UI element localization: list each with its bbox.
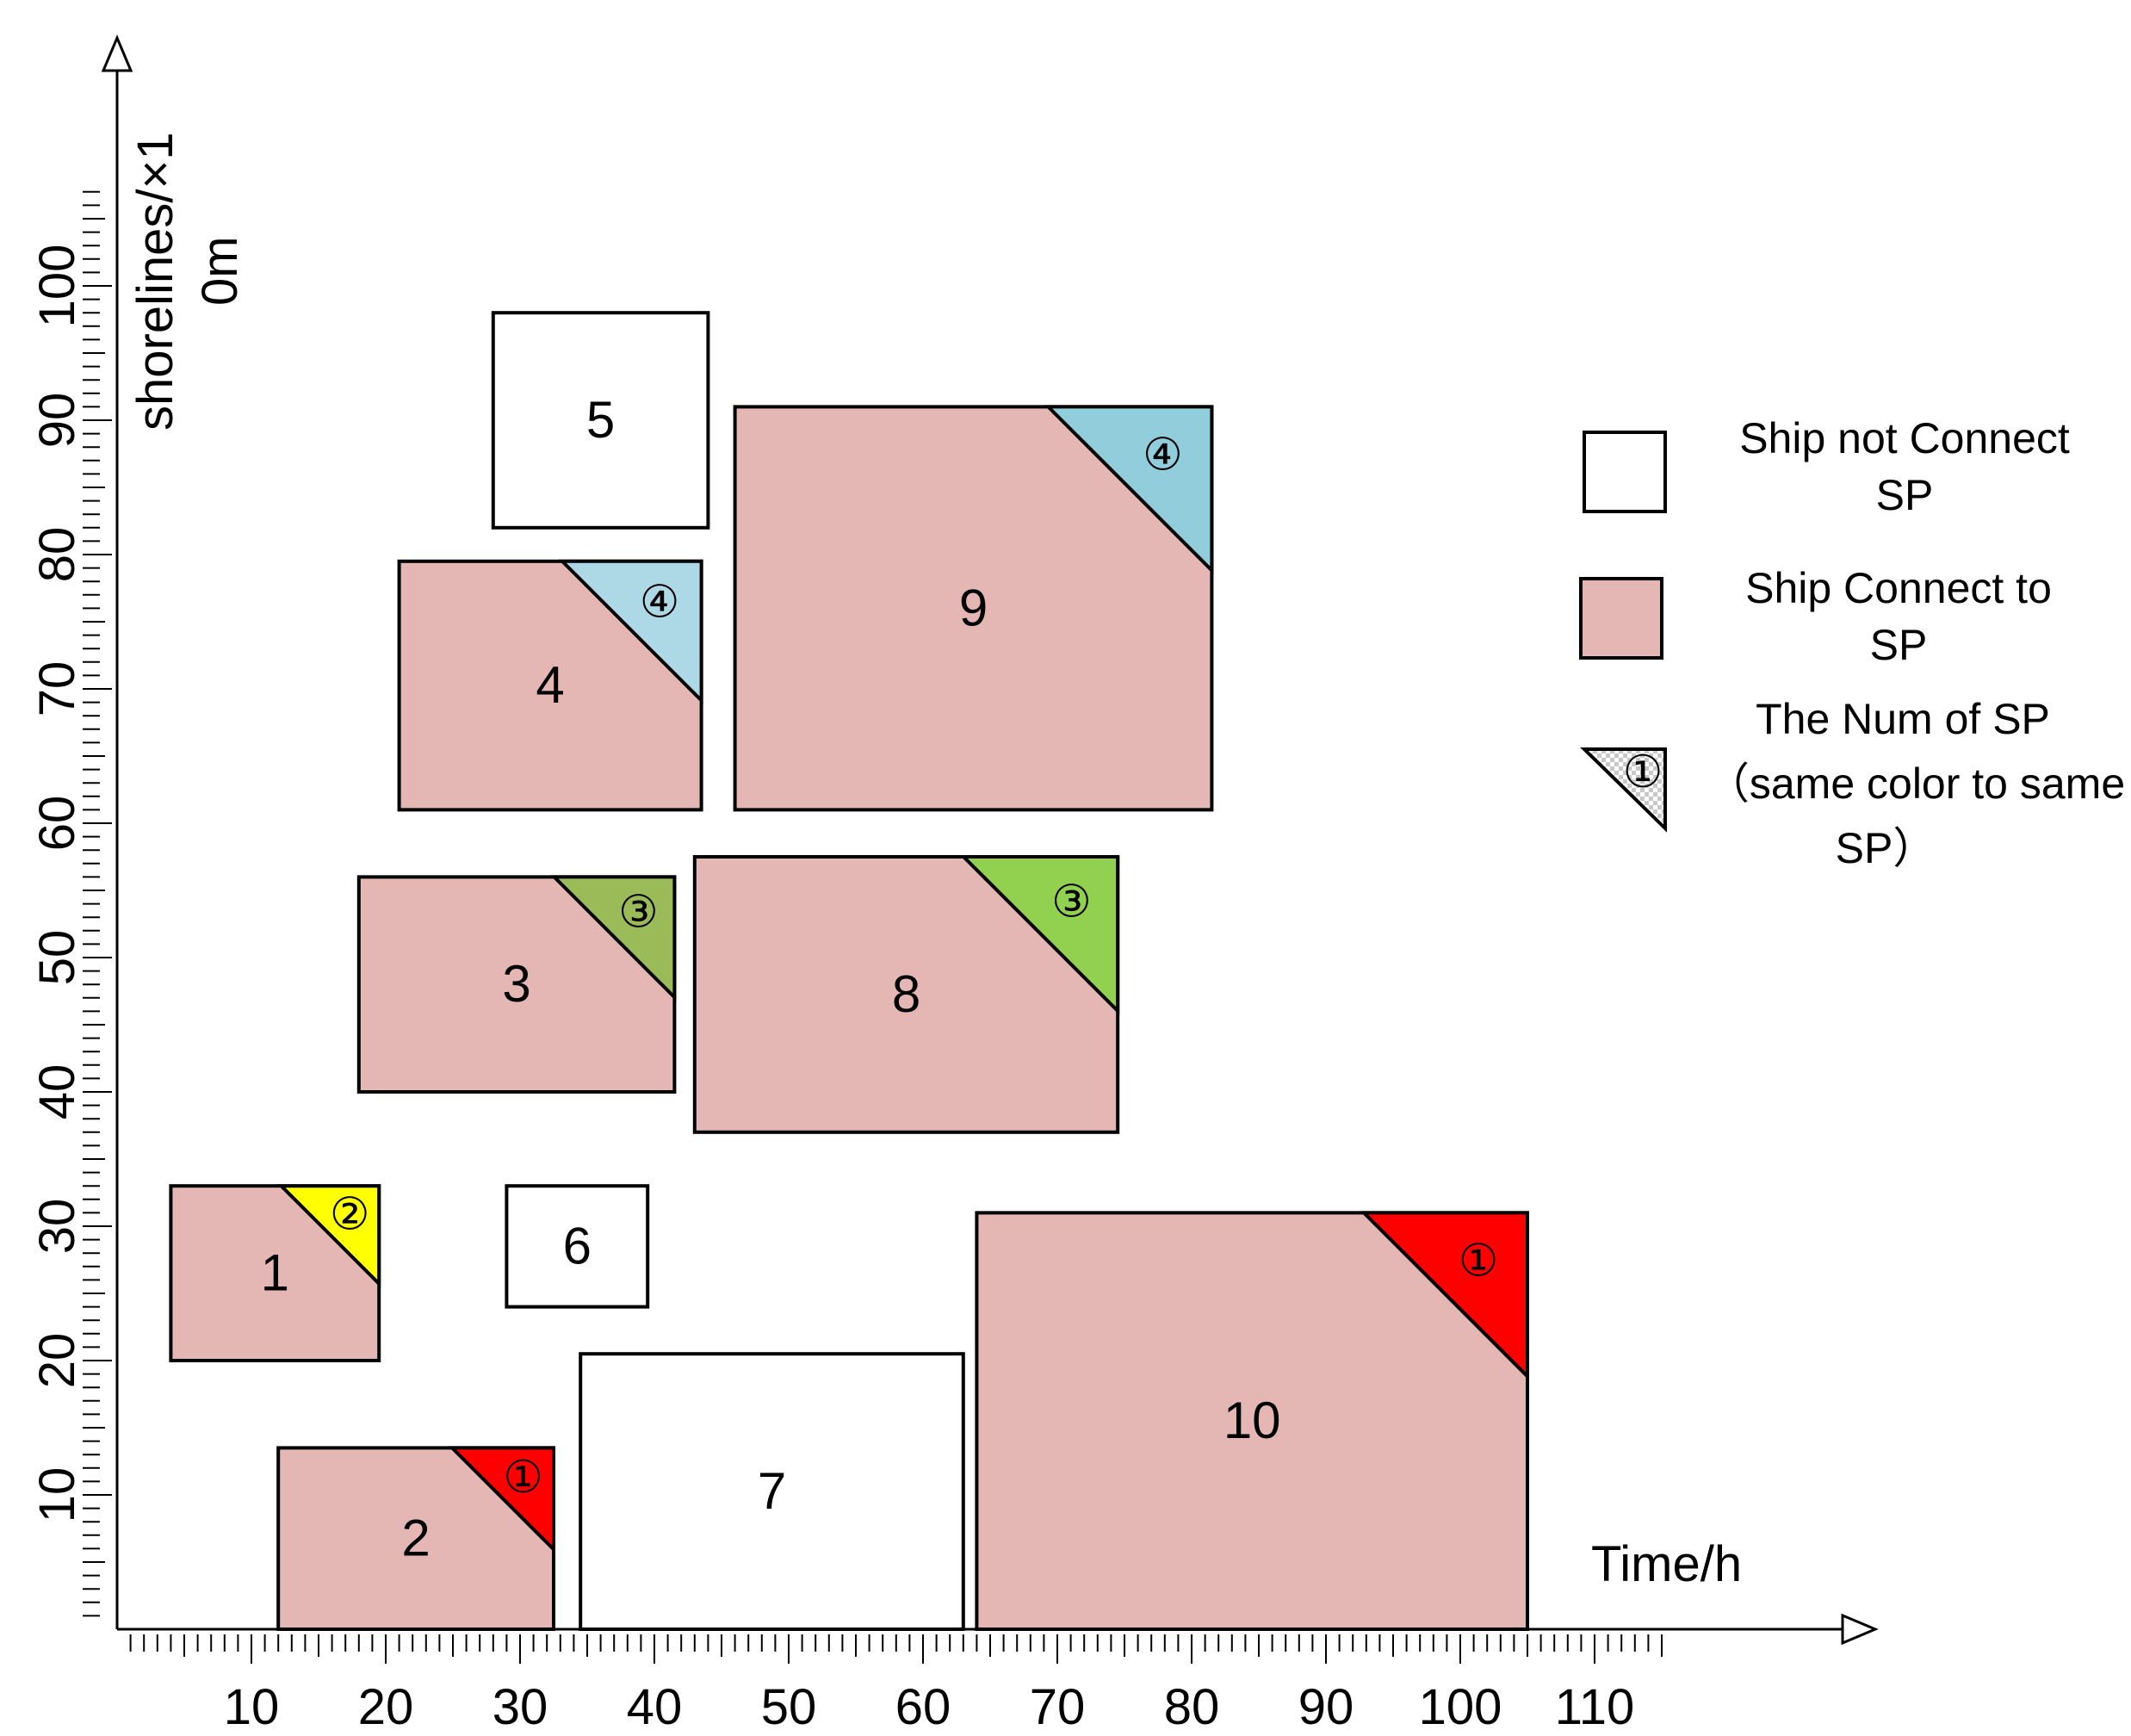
sp-number: ① xyxy=(503,1452,543,1504)
ship-block-4: ④4 xyxy=(397,559,703,812)
x-tick-label: 60 xyxy=(895,1679,951,1735)
sp-number: ② xyxy=(330,1188,370,1240)
legend-text: The Num of SP xyxy=(1756,695,2050,743)
legend-text: Ship not Connect xyxy=(1739,414,2070,462)
ship-label: 7 xyxy=(758,1462,786,1520)
ship-label: 4 xyxy=(536,656,564,714)
x-tick-label: 20 xyxy=(358,1679,414,1735)
ship-block-1: ②1 xyxy=(169,1184,381,1362)
x-tick-label: 40 xyxy=(627,1679,683,1735)
ship-label: 5 xyxy=(586,391,615,449)
legend-item-connected: Ship Connect to SP xyxy=(1579,564,2052,669)
ship-block-5: 5 xyxy=(491,311,710,530)
y-tick-label: 80 xyxy=(29,527,85,583)
ship-label: 3 xyxy=(502,955,530,1013)
legend-item-sp: ① The Num of SP （same color to same SP） xyxy=(1580,695,2125,872)
x-tick-label: 10 xyxy=(224,1679,280,1735)
x-axis-arrow xyxy=(1841,1613,1879,1646)
ship-block-6: 6 xyxy=(505,1184,650,1309)
y-tick-label: 30 xyxy=(29,1199,85,1255)
y-tick-label: 40 xyxy=(29,1064,85,1120)
x-tick-label: 80 xyxy=(1164,1679,1220,1735)
x-tick-label: 90 xyxy=(1298,1679,1354,1735)
legend-sp-triangle xyxy=(1580,747,1667,833)
ship-block-10: ① 10 xyxy=(975,1211,1529,1632)
ship-block-8: ③8 xyxy=(692,855,1120,1134)
ship-label: 2 xyxy=(401,1510,430,1567)
x-axis-title: Time/h xyxy=(1591,1536,1742,1592)
ship-rect xyxy=(579,1352,965,1631)
legend-text: （same color to same xyxy=(1707,760,2125,808)
ship-block-2: ①2 xyxy=(276,1446,555,1632)
legend-swatch xyxy=(1583,431,1667,513)
sp-triangle xyxy=(448,1446,555,1554)
x-tick-label: 50 xyxy=(761,1679,817,1735)
sp-triangle xyxy=(1044,405,1214,575)
legend-text: Ship Connect to xyxy=(1745,564,2052,612)
sp-triangle xyxy=(959,855,1120,1015)
legend: Ship not Connect SP Ship Connect to SP ① The … xyxy=(1579,414,2125,872)
ship-label: 9 xyxy=(959,579,988,636)
legend-item-not-connected: Ship not Connect SP xyxy=(1583,414,2070,519)
sp-number: ③ xyxy=(1051,877,1092,928)
ship-block-9: ④9 xyxy=(733,405,1214,812)
tick-labels: 10 20 30 40 50 60 70 80 90 100 1101020304050607080… xyxy=(29,245,1634,1735)
y-tick-label: 50 xyxy=(29,930,85,986)
x-tick-label: 110 xyxy=(1555,1679,1634,1735)
ship-rect xyxy=(491,311,710,530)
sp-number: ① xyxy=(1459,1235,1499,1286)
sp-triangle xyxy=(276,1184,381,1288)
y-tick-label: 20 xyxy=(29,1333,85,1389)
ship-block-7: 7 xyxy=(579,1352,965,1631)
sp-triangle xyxy=(1360,1211,1529,1381)
y-tick-label: 100 xyxy=(29,245,85,328)
sp-number: ③ xyxy=(618,886,659,938)
sp-triangle xyxy=(549,875,677,1002)
y-tick-label: 10 xyxy=(29,1467,85,1523)
y-axis-title: shorelines/×1 0m xyxy=(127,132,248,431)
y-tick-label: 90 xyxy=(29,393,85,449)
y-axis-title-line2: 0m xyxy=(192,236,248,306)
axis-ticks xyxy=(83,190,1663,1664)
legend-sp-symbol: ① xyxy=(1623,747,1663,798)
y-tick-label: 60 xyxy=(29,796,85,852)
axes xyxy=(101,34,1879,1646)
sp-number: ④ xyxy=(640,576,680,628)
ship-label: 1 xyxy=(261,1244,289,1302)
legend-text: SP xyxy=(1870,621,1928,669)
y-axis-arrow xyxy=(101,34,133,72)
ship-block-3: ③3 xyxy=(356,875,677,1094)
ship-label: 8 xyxy=(892,965,920,1023)
x-tick-label: 70 xyxy=(1030,1679,1086,1735)
x-tick-label: 30 xyxy=(492,1679,548,1735)
sp-triangle xyxy=(558,559,703,705)
ship-rect xyxy=(505,1184,650,1309)
x-tick-label: 100 xyxy=(1419,1679,1502,1735)
legend-text: SP xyxy=(1876,471,1934,519)
legend-text: SP） xyxy=(1836,824,1936,872)
ship-label: 6 xyxy=(563,1217,592,1274)
ship-label: 10 xyxy=(1223,1392,1281,1449)
legend-swatch xyxy=(1579,577,1663,660)
y-axis-title-line1: shorelines/×1 xyxy=(127,132,183,431)
sp-number: ④ xyxy=(1143,429,1183,480)
y-tick-label: 70 xyxy=(29,661,85,717)
